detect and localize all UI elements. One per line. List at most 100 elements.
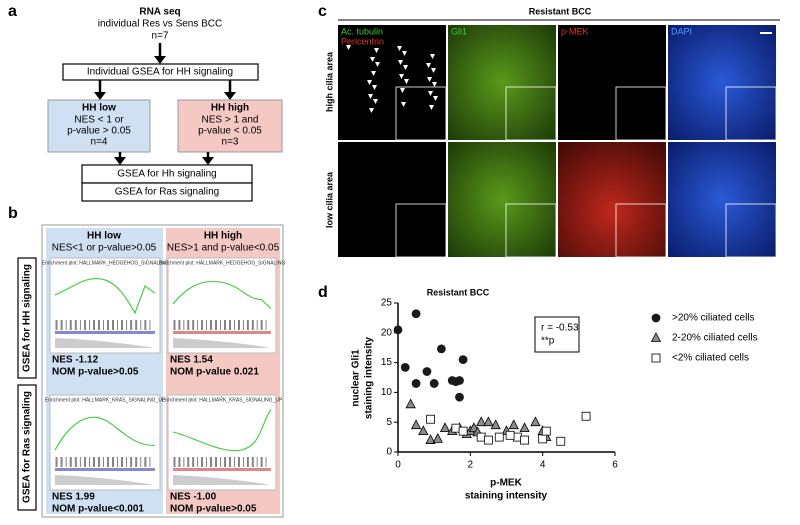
point: [530, 416, 541, 427]
legend-marker: [650, 332, 662, 342]
panel-letter: c: [318, 3, 327, 20]
panel-c: c Resistant BCC Ac. tubulin Gli1 p-MEK DAPI…: [318, 3, 780, 258]
point: [393, 325, 403, 335]
legend-label: >20% ciliated cells: [672, 313, 755, 324]
y-axis-label: staining intensity: [364, 336, 375, 419]
rank-metric: [173, 338, 271, 348]
inset: [395, 86, 447, 141]
point: [405, 398, 416, 409]
nes: NES -1.12: [52, 355, 99, 366]
y-tick-label: 15: [381, 357, 393, 368]
point: [458, 426, 468, 436]
arrow-head: [154, 56, 166, 64]
point: [455, 392, 464, 402]
flow-box-high: [177, 99, 283, 153]
y-axis-label: nuclear Gli1: [351, 349, 362, 407]
stain-label: Ac. tubulin: [341, 26, 383, 36]
gsea-plot: [167, 257, 277, 354]
point: [508, 419, 519, 430]
y-tick-label: 10: [381, 387, 393, 398]
column-title: HH low: [87, 231, 121, 242]
box-line: NES > 1 and: [202, 115, 259, 126]
flow-title: RNA seq: [139, 7, 180, 18]
micrograph: [338, 142, 446, 257]
point: [400, 362, 410, 372]
x-tick-label: 0: [395, 460, 401, 471]
row-label: low cilia area: [324, 171, 334, 228]
rank-metric: [173, 475, 271, 485]
point: [418, 425, 429, 436]
column-criterion: NES>1 and p-value<0.05: [167, 243, 280, 254]
stain-label: Pericentrin: [341, 36, 384, 46]
row-box: [17, 384, 37, 511]
point: [432, 433, 443, 443]
cilia-marker: [431, 68, 436, 73]
point: [410, 419, 422, 430]
panel-b: b HH low NES<1 or p-value>0.05 HH high N…: [8, 205, 285, 518]
rank-bar: [173, 468, 271, 471]
flow-n: n=7: [152, 31, 169, 42]
cilia-marker: [400, 88, 405, 93]
flow-step: Individual GSEA for HH signaling: [87, 67, 233, 78]
y-tick-label: 5: [386, 417, 392, 428]
gsea-plots: Enrichment plot: HALLMARK_HEDGEHOG_SIGNA…: [42, 257, 285, 515]
point: [541, 426, 551, 436]
box-line: NES < 1 or: [74, 115, 124, 126]
cilia-marker: [428, 91, 433, 96]
point: [505, 430, 515, 440]
cilia-marker: [368, 94, 373, 99]
nom-p: NOM p-value>0.05: [52, 367, 139, 378]
point: [494, 432, 504, 442]
box-line: n=4: [91, 137, 108, 148]
box-line: n=3: [222, 137, 239, 148]
legend-marker: [651, 353, 661, 363]
stain-label: DAPI: [671, 26, 692, 36]
point: [422, 367, 432, 376]
gsea-plot-title: Enrichment plot: HALLMARK_KRAS_SIGNALING…: [162, 397, 283, 403]
panel-letter: a: [8, 3, 17, 20]
cilia-marker: [427, 77, 432, 82]
x-tick-label: 6: [612, 460, 618, 471]
point: [581, 411, 591, 421]
cilia-marker: [426, 63, 431, 68]
nes: NES 1.99: [52, 492, 95, 503]
point: [429, 379, 439, 388]
chart-title: Resistant BCC: [427, 287, 490, 297]
box-title: HH low: [82, 103, 116, 114]
cilia-marker: [398, 60, 403, 65]
micrograph: [668, 142, 776, 257]
inset: [505, 86, 557, 141]
rank-bar: [173, 331, 271, 334]
column-title: HH high: [204, 231, 242, 242]
panel-a: a RNA seq individual Res vs Sens BCC n=7…: [8, 3, 283, 202]
micrographs: Ac. tubulin Gli1 p-MEK DAPI Pericentrin: [338, 25, 777, 258]
rank-metric: [55, 338, 155, 348]
point: [490, 419, 501, 430]
flow-box: [81, 182, 253, 202]
row-label: GSEA for HH signaling: [22, 264, 33, 372]
flow-box: [62, 63, 259, 81]
gsea-plot: [49, 257, 161, 354]
legend-label: <2% ciliated cells: [672, 353, 749, 364]
point: [483, 416, 494, 427]
cilia-marker: [372, 85, 377, 90]
inset: [615, 86, 667, 141]
point: [520, 435, 529, 445]
point: [411, 309, 421, 319]
enrichment-curve: [172, 409, 272, 452]
flow-box-low: [47, 99, 151, 153]
cilia-marker: [367, 80, 372, 85]
row-box: [17, 257, 37, 379]
box-title: HH high: [211, 103, 249, 114]
point: [451, 423, 461, 433]
y-tick-label: 20: [381, 327, 393, 338]
cilia-marker: [346, 45, 351, 50]
arrow-head: [202, 157, 214, 165]
cilia-marker: [401, 102, 406, 107]
panel-title: Resistant BCC: [529, 6, 592, 16]
arrow-head: [94, 92, 106, 100]
micrograph: [448, 142, 556, 257]
nes: NES 1.54: [170, 355, 213, 366]
point: [538, 434, 548, 444]
